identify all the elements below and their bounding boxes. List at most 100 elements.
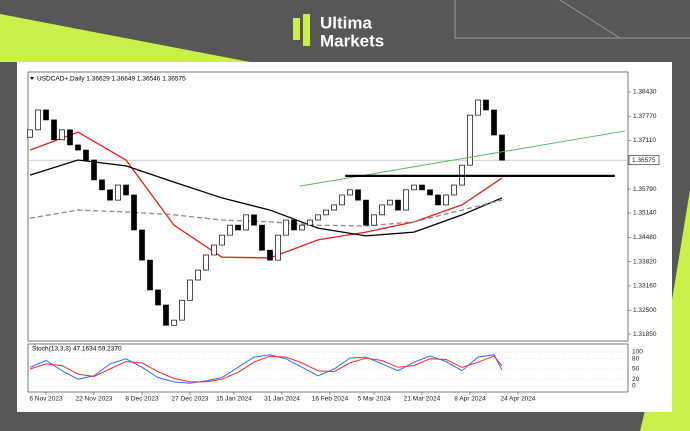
y-tick-label: 1.32500: [633, 307, 657, 314]
candle: [99, 179, 105, 191]
candle: [323, 209, 329, 216]
candle: [283, 219, 289, 236]
stoch-header: Stoch(13,3,3) 47.1634 59.2370: [32, 346, 122, 353]
candle: [475, 99, 481, 116]
x-tick-label: 16 Feb 2024: [312, 396, 349, 403]
candle: [27, 129, 33, 138]
candle: [83, 149, 89, 161]
candle: [123, 184, 129, 196]
decor-line: [559, 0, 621, 39]
candle: [339, 194, 345, 206]
candle: [139, 229, 145, 261]
candle: [43, 109, 49, 121]
x-tick-label: 8 Apr 2024: [454, 396, 486, 403]
candle: [243, 214, 249, 231]
candle: [35, 109, 41, 131]
price-frame: [27, 71, 629, 342]
candle: [403, 189, 409, 211]
y-tick-label: 50: [632, 366, 640, 373]
price-header: USDCAD+,Daily 1.36629 1.36649 1.36546 1.…: [37, 76, 186, 83]
candle: [483, 99, 489, 111]
candle: [259, 224, 265, 251]
y-tick-label: 1.37110: [633, 137, 656, 144]
candle: [315, 214, 321, 221]
candle: [299, 224, 305, 231]
candle: [59, 129, 65, 141]
x-tick-label: 6 Nov 2023: [29, 396, 63, 403]
y-tick-label: 1.37770: [633, 113, 657, 120]
x-tick-label: 31 Jan 2024: [264, 396, 300, 403]
trend-line: [299, 130, 626, 187]
candle: [379, 204, 385, 216]
logo-bar: [303, 14, 310, 46]
candle: [419, 184, 425, 191]
candle: [427, 189, 433, 196]
candle: [131, 194, 137, 231]
candle: [395, 199, 401, 211]
candle: [275, 234, 281, 261]
candle: [147, 259, 153, 291]
candle: [211, 244, 217, 256]
candle: [451, 184, 457, 196]
candle: [219, 234, 225, 246]
candle: [51, 119, 57, 141]
candle: [75, 144, 81, 151]
x-tick-label: 8 Dec 2023: [125, 396, 159, 403]
x-tick-label: 22 Nov 2023: [76, 396, 113, 403]
candle: [267, 249, 273, 261]
last-price-label: 1.36575: [632, 157, 656, 164]
y-tick-label: 1.35140: [633, 210, 657, 217]
y-tick-label: 1.34480: [633, 234, 657, 241]
y-tick-label: 20: [632, 376, 640, 383]
candle: [347, 189, 353, 196]
candle: [443, 194, 449, 206]
decor-line: [454, 0, 690, 39]
candle: [115, 184, 121, 201]
candle: [235, 224, 241, 231]
y-tick-label: 0: [632, 383, 636, 390]
candle: [499, 134, 505, 161]
candle: [107, 189, 113, 201]
y-tick-label: 1.38430: [633, 89, 657, 96]
stoch-line: [29, 355, 503, 383]
x-tick-label: 21 Mar 2024: [404, 396, 441, 403]
y-tick-label: 1.33820: [633, 258, 657, 265]
last-price-box: [628, 155, 660, 166]
stoch-frame: [27, 343, 629, 393]
candle: [67, 129, 73, 146]
x-tick-label: 24 Apr 2024: [500, 396, 535, 403]
candle: [363, 199, 369, 226]
candle: [163, 304, 169, 326]
y-tick-label: 1.33160: [633, 283, 657, 290]
header-icon: [30, 77, 34, 80]
candle: [435, 194, 441, 206]
candle: [491, 109, 497, 136]
logo: Ultima Markets: [293, 13, 384, 50]
y-tick-label: 80: [632, 356, 640, 363]
candle: [371, 214, 377, 226]
candle: [187, 279, 193, 301]
candle: [227, 224, 233, 236]
moving-average: [29, 159, 503, 237]
candle: [171, 319, 177, 326]
candle: [251, 214, 257, 226]
candle: [91, 159, 97, 181]
logo-bar: [293, 18, 300, 40]
accent-bottom-right: [640, 190, 690, 431]
y-tick-label: 1.35790: [633, 186, 657, 193]
x-tick-label: 15 Jan 2024: [216, 396, 252, 403]
candle: [195, 269, 201, 281]
brand-bottom: Markets: [320, 31, 384, 50]
moving-average: [29, 199, 503, 227]
y-tick-label: 100: [632, 349, 643, 356]
y-tick-label: 1.31850: [633, 331, 657, 338]
accent-top-left: [0, 14, 250, 62]
candle: [355, 189, 361, 201]
candle: [155, 289, 161, 306]
candle: [307, 219, 313, 226]
candle: [203, 254, 209, 271]
brand-top: Ultima: [320, 13, 373, 32]
x-tick-label: 27 Dec 2023: [172, 396, 209, 403]
